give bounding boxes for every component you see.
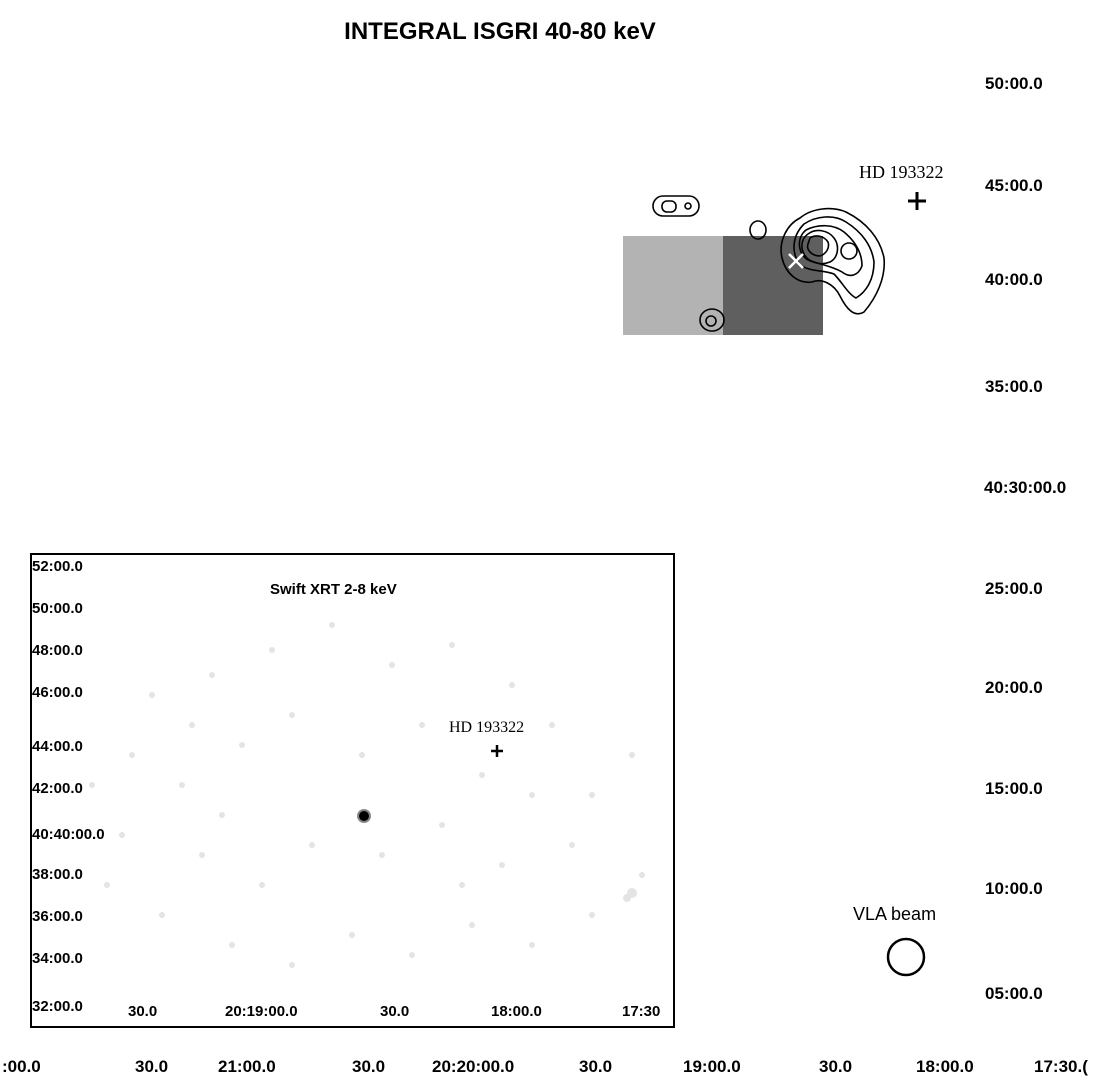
- radio-contours: [652, 195, 886, 332]
- x-tick: 19:00.0: [683, 1057, 741, 1076]
- isgri-error-box-dark: [723, 236, 823, 335]
- isgri-error-box-light: [623, 236, 724, 335]
- vla-beam-circle: [886, 937, 926, 977]
- inset-title: Swift XRT 2-8 keV: [270, 581, 397, 598]
- x-tick: 18:00.0: [916, 1057, 974, 1076]
- x-tick: :00.0: [2, 1057, 41, 1076]
- plot-title: INTEGRAL ISGRI 40-80 keV: [344, 18, 656, 45]
- inset-y-tick: 32:00.0: [32, 998, 83, 1015]
- x-tick: 30.0: [352, 1057, 386, 1076]
- y-tick: 05:00.0: [985, 984, 1043, 1003]
- inset-y-tick: 52:00.0: [32, 558, 83, 575]
- x-tick: 30.0: [135, 1057, 169, 1076]
- inset-x-tick: 30.0: [380, 1003, 410, 1020]
- y-tick: 25:00.0: [985, 579, 1043, 598]
- inset-x-tick: 20:19:00.0: [225, 1003, 298, 1020]
- y-tick: 10:00.0: [985, 879, 1043, 898]
- x-tick: 30.0: [819, 1057, 853, 1076]
- y-tick: 50:00.0: [985, 74, 1043, 93]
- beam-label: VLA beam: [853, 904, 937, 924]
- star-label: HD 193322: [859, 162, 944, 182]
- inset-y-tick: 48:00.0: [32, 642, 83, 659]
- inset-x-tick: 17:30: [622, 1003, 661, 1020]
- inset-x-tick: 18:00.0: [491, 1003, 542, 1020]
- y-tick: 35:00.0: [985, 377, 1043, 396]
- y-tick: 40:30:00.0: [984, 478, 1067, 497]
- xrt-image: [89, 622, 645, 968]
- inset-y-tick: 38:00.0: [32, 866, 83, 883]
- background-photon-speckle: [89, 622, 645, 968]
- inset-y-tick: 34:00.0: [32, 950, 83, 967]
- inset-y-tick: 50:00.0: [32, 600, 83, 617]
- inset-star-cross: [491, 745, 503, 757]
- inset-x-tick: 30.0: [128, 1003, 158, 1020]
- source-x-marker: [788, 253, 804, 269]
- inset-star-label: HD 193322: [449, 719, 525, 736]
- star-cross-marker: [908, 192, 926, 210]
- xrt-source: [357, 809, 371, 823]
- y-tick: 15:00.0: [985, 779, 1043, 798]
- x-tick: 17:30.(: [1034, 1057, 1088, 1076]
- y-tick: 20:00.0: [985, 678, 1043, 697]
- y-tick: 40:00.0: [985, 270, 1043, 289]
- inset-y-tick: 46:00.0: [32, 684, 83, 701]
- inset-y-tick: 40:40:00.0: [32, 826, 105, 843]
- x-tick: 20:20:00.0: [432, 1057, 515, 1076]
- inset-y-tick: 42:00.0: [32, 780, 83, 797]
- inset-y-tick: 44:00.0: [32, 738, 83, 755]
- x-tick: 21:00.0: [218, 1057, 276, 1076]
- swift-xrt-inset: Swift XRT 2-8 keV HD 193322 52:00.0 50:0…: [30, 553, 675, 1028]
- y-tick: 45:00.0: [985, 176, 1043, 195]
- inset-y-tick: 36:00.0: [32, 908, 83, 925]
- x-tick: 30.0: [579, 1057, 613, 1076]
